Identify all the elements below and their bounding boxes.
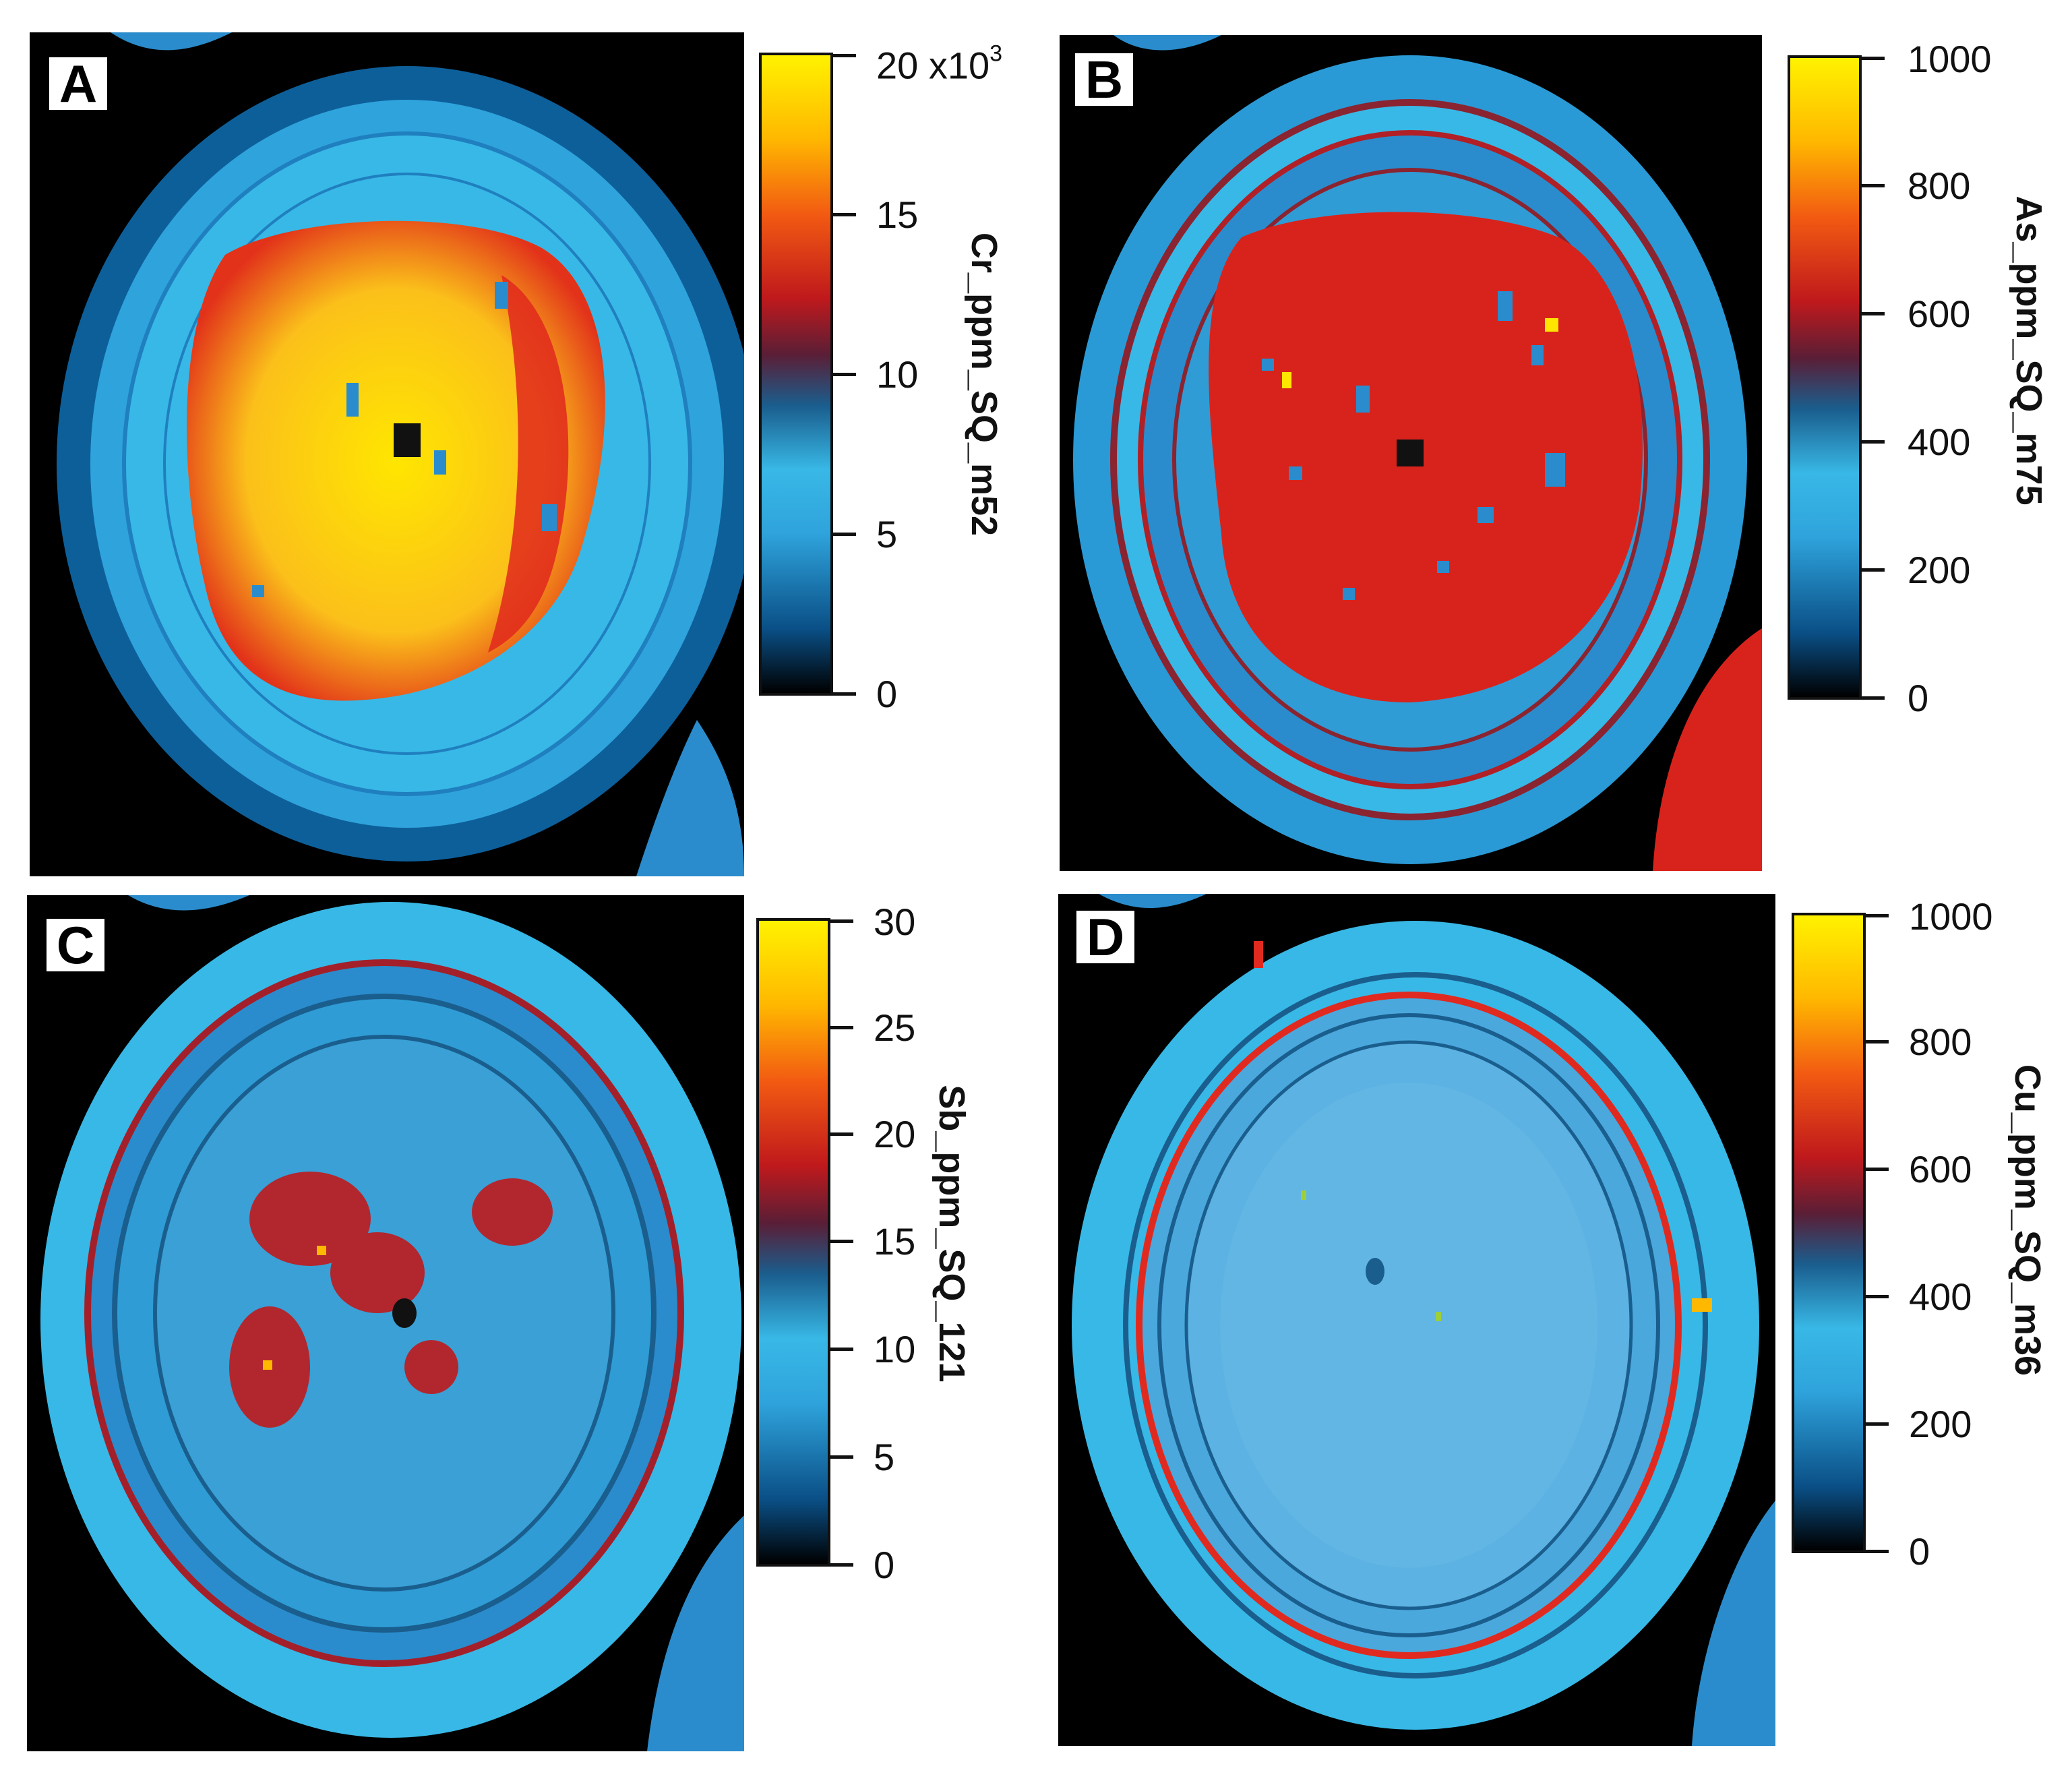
tick-b-4 xyxy=(1862,184,1885,187)
tick-label-a-3: 15 xyxy=(876,193,919,236)
tick-label-b-4: 800 xyxy=(1908,164,1971,207)
tick-d-4 xyxy=(1866,1040,1889,1043)
tick-label-a-0: 0 xyxy=(876,673,898,715)
tick-c-0 xyxy=(830,1563,853,1567)
tick-label-d-0: 0 xyxy=(1909,1530,1930,1573)
tick-c-5 xyxy=(830,1026,853,1029)
tick-label-d-2: 400 xyxy=(1909,1275,1972,1318)
element-map-a xyxy=(30,32,744,876)
tick-label-a-4-text: 20 x10 xyxy=(876,44,990,87)
map-image-b xyxy=(1060,35,1762,871)
tick-label-b-5: 1000 xyxy=(1908,38,1992,80)
tick-d-5 xyxy=(1866,914,1889,917)
tick-b-3 xyxy=(1862,312,1885,315)
tick-d-2 xyxy=(1866,1295,1889,1298)
tick-d-1 xyxy=(1866,1422,1889,1426)
tick-label-d-1: 200 xyxy=(1909,1403,1972,1445)
tick-label-c-1: 5 xyxy=(874,1436,895,1478)
map-image-a xyxy=(30,32,744,876)
tick-b-0 xyxy=(1862,696,1885,700)
tick-c-2 xyxy=(830,1348,853,1351)
tick-label-c-3: 15 xyxy=(874,1220,916,1263)
tick-label-a-2: 10 xyxy=(876,353,919,396)
tick-a-2 xyxy=(833,373,856,376)
map-image-c xyxy=(27,895,744,1751)
colorbar-d xyxy=(1792,913,1866,1553)
tick-c-4 xyxy=(830,1132,853,1136)
panel-letter-d: D xyxy=(1074,909,1136,965)
map-image-d xyxy=(1058,894,1775,1746)
colorbar-title-a: Cr_ppm_SQ_m52 xyxy=(964,232,1004,537)
tick-label-b-1: 200 xyxy=(1908,549,1971,591)
panel-letter-c: C xyxy=(44,917,106,973)
tick-exponent-a: 3 xyxy=(989,40,1003,67)
colorbar-title-c: Sb_ppm_SQ_121 xyxy=(932,1085,972,1383)
tick-a-1 xyxy=(833,533,856,536)
element-map-d xyxy=(1058,894,1775,1746)
panel-letter-b: B xyxy=(1073,51,1135,108)
tick-label-a-1: 5 xyxy=(876,513,898,555)
element-map-b xyxy=(1060,35,1762,871)
colorbar-b xyxy=(1788,55,1862,700)
tick-label-b-0: 0 xyxy=(1908,677,1929,719)
tick-a-0 xyxy=(833,692,856,696)
tick-label-a-4: 20 x103 xyxy=(876,42,1002,85)
tick-a-3 xyxy=(833,213,856,216)
tick-d-3 xyxy=(1866,1168,1889,1171)
tick-a-4 xyxy=(833,54,856,57)
colorbar-c xyxy=(756,918,830,1567)
tick-label-c-6: 30 xyxy=(874,901,916,943)
colorbar-a xyxy=(759,53,833,696)
tick-label-b-3: 600 xyxy=(1908,293,1971,335)
tick-c-6 xyxy=(830,919,853,923)
tick-c-3 xyxy=(830,1240,853,1243)
tick-label-d-3: 600 xyxy=(1909,1148,1972,1190)
tick-c-1 xyxy=(830,1455,853,1459)
tick-label-c-2: 10 xyxy=(874,1328,916,1370)
tick-label-c-5: 25 xyxy=(874,1006,916,1049)
tick-label-b-2: 400 xyxy=(1908,421,1971,463)
tick-b-5 xyxy=(1862,57,1885,60)
tick-label-d-5: 1000 xyxy=(1909,895,1993,938)
colorbar-title-d: Cu_ppm_SQ_m36 xyxy=(2007,1064,2048,1376)
tick-label-c-4: 20 xyxy=(874,1113,916,1155)
tick-label-d-4: 800 xyxy=(1909,1021,1972,1063)
tick-d-0 xyxy=(1866,1550,1889,1553)
tick-b-1 xyxy=(1862,568,1885,572)
element-map-c xyxy=(27,895,744,1751)
tick-b-2 xyxy=(1862,440,1885,444)
colorbar-title-b: As_ppm_SQ_m75 xyxy=(2009,195,2049,506)
tick-label-c-0: 0 xyxy=(874,1544,895,1586)
panel-letter-a: A xyxy=(47,55,109,112)
